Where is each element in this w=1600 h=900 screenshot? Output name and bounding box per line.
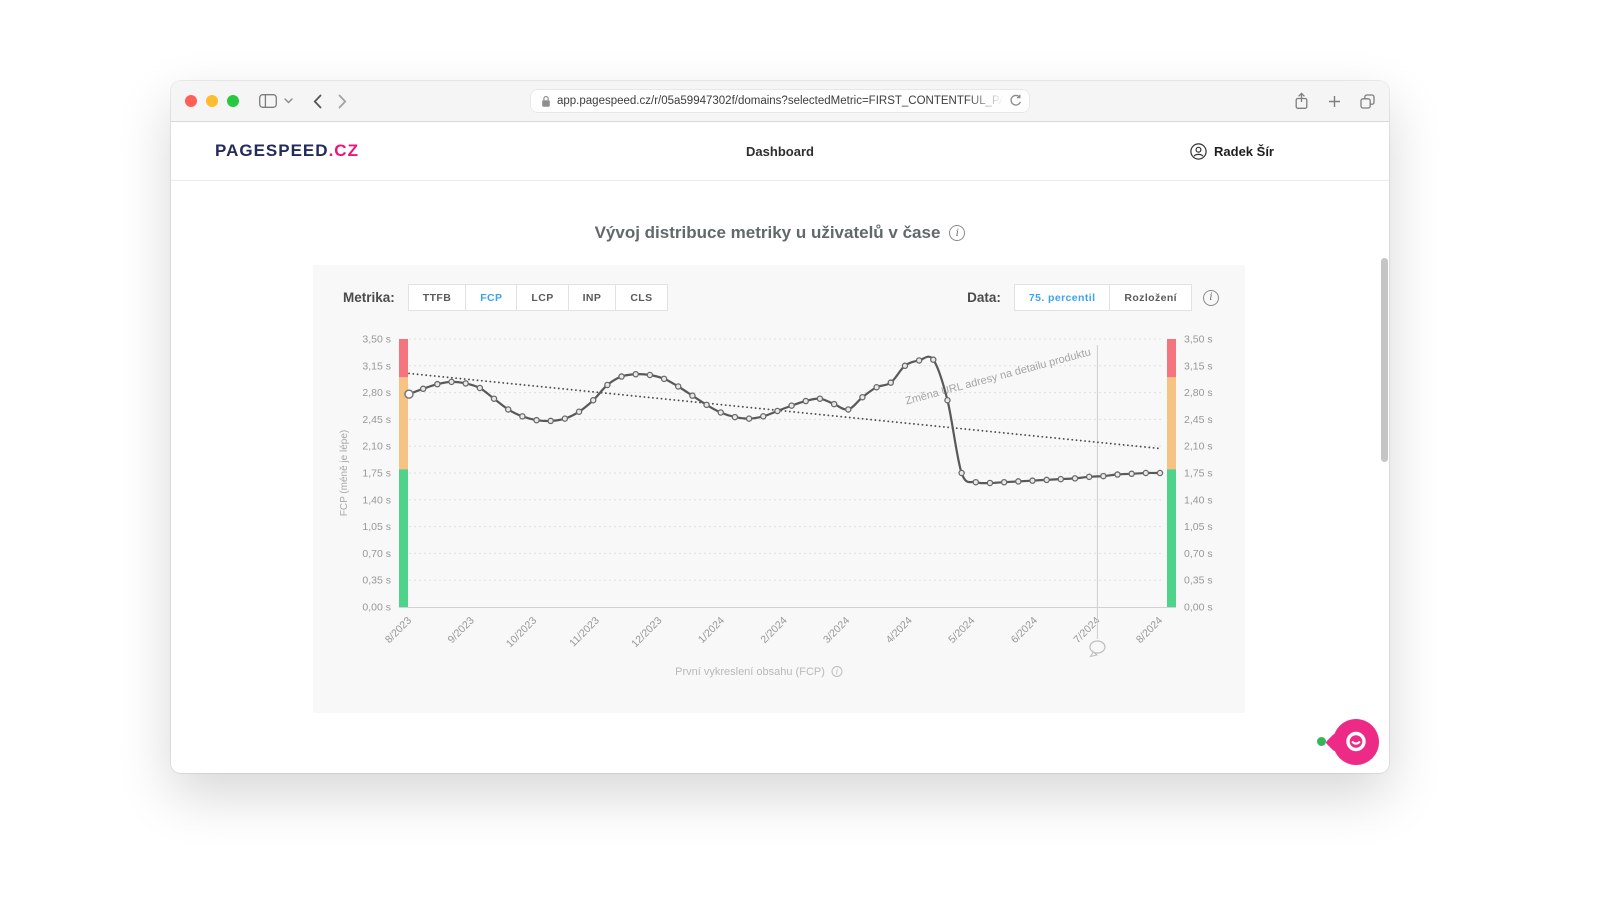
user-icon xyxy=(1190,142,1207,160)
svg-text:1,40 s: 1,40 s xyxy=(362,494,391,506)
svg-text:3,15 s: 3,15 s xyxy=(1184,360,1213,372)
user-menu[interactable]: Radek Šír xyxy=(1190,142,1274,160)
data-switcher: 75. percentil Rozložení xyxy=(1013,284,1192,311)
svg-text:1,05 s: 1,05 s xyxy=(362,521,391,533)
svg-text:První vykreslení obsahu (FCP): První vykreslení obsahu (FCP) xyxy=(675,666,825,678)
chat-smiley-icon xyxy=(1346,731,1366,752)
svg-text:2,80 s: 2,80 s xyxy=(1184,387,1213,399)
logo-text-primary: PAGESPEED xyxy=(215,141,329,160)
svg-text:1,75 s: 1,75 s xyxy=(1184,468,1213,480)
svg-text:2,10 s: 2,10 s xyxy=(1184,441,1213,453)
svg-text:3,50 s: 3,50 s xyxy=(1184,334,1213,346)
back-button[interactable] xyxy=(313,94,322,109)
svg-text:4/2024: 4/2024 xyxy=(884,615,915,646)
svg-text:8/2023: 8/2023 xyxy=(383,615,414,646)
chat-bubble-icon xyxy=(1333,719,1379,765)
share-icon xyxy=(1295,92,1308,109)
metric-tab-ttfb[interactable]: TTFB xyxy=(407,284,467,311)
chat-widget-button[interactable] xyxy=(1317,719,1379,765)
svg-text:2,45 s: 2,45 s xyxy=(362,414,391,426)
metric-tab-fcp[interactable]: FCP xyxy=(465,284,518,311)
svg-text:5/2024: 5/2024 xyxy=(946,615,977,646)
online-status-dot xyxy=(1317,737,1326,746)
svg-text:0,70 s: 0,70 s xyxy=(362,548,391,560)
svg-text:12/2023: 12/2023 xyxy=(629,615,664,650)
scrollbar[interactable] xyxy=(1381,258,1388,462)
page-title: Vývoj distribuce metriky u uživatelů v č… xyxy=(171,223,1389,243)
data-tab-rozlozeni[interactable]: Rozložení xyxy=(1109,284,1192,311)
svg-text:0,35 s: 0,35 s xyxy=(362,575,391,587)
metric-switcher: TTFB FCP LCP INP CLS xyxy=(407,284,668,311)
page-content: Vývoj distribuce metriky u uživatelů v č… xyxy=(171,181,1389,772)
new-tab-button[interactable] xyxy=(1328,95,1341,108)
svg-text:1,40 s: 1,40 s xyxy=(1184,494,1213,506)
forward-icon xyxy=(338,94,347,108)
metric-tab-lcp[interactable]: LCP xyxy=(516,284,569,311)
chart-panel: Metrika: TTFB FCP LCP INP CLS Data: 75. … xyxy=(313,265,1245,713)
svg-text:6/2024: 6/2024 xyxy=(1009,615,1040,646)
metric-tab-inp[interactable]: INP xyxy=(567,284,617,311)
svg-text:FCP (méně je lépe): FCP (méně je lépe) xyxy=(339,430,350,517)
svg-text:2,80 s: 2,80 s xyxy=(362,387,391,399)
svg-text:3,50 s: 3,50 s xyxy=(362,334,391,346)
svg-text:10/2023: 10/2023 xyxy=(504,615,539,650)
site-header: PAGESPEED.CZ Dashboard Radek Šír xyxy=(171,122,1389,181)
metric-tab-cls[interactable]: CLS xyxy=(615,284,668,311)
svg-text:11/2023: 11/2023 xyxy=(567,615,602,650)
app-logo[interactable]: PAGESPEED.CZ xyxy=(215,141,359,161)
plus-icon xyxy=(1329,95,1340,107)
sidebar-toggle-button[interactable] xyxy=(259,94,277,108)
data-info-icon[interactable]: i xyxy=(1203,289,1219,306)
svg-text:3,15 s: 3,15 s xyxy=(362,360,391,372)
tabs-icon xyxy=(1360,93,1375,109)
lock-icon xyxy=(542,95,550,107)
nav-dashboard[interactable]: Dashboard xyxy=(746,143,814,159)
minimize-window-button[interactable] xyxy=(206,95,218,107)
forward-button[interactable] xyxy=(338,94,347,109)
svg-text:0,00 s: 0,00 s xyxy=(1184,602,1213,614)
browser-toolbar: app.pagespeed.cz/r/05a59947302f/domains?… xyxy=(171,81,1389,122)
data-label: Data: xyxy=(967,290,1001,305)
svg-text:2,10 s: 2,10 s xyxy=(362,441,391,453)
svg-text:2,45 s: 2,45 s xyxy=(1184,414,1213,426)
page-title-text: Vývoj distribuce metriky u uživatelů v č… xyxy=(594,223,941,242)
svg-text:2/2024: 2/2024 xyxy=(758,615,789,646)
svg-text:1,75 s: 1,75 s xyxy=(362,468,391,480)
metric-label: Metrika: xyxy=(343,290,395,305)
svg-text:0,70 s: 0,70 s xyxy=(1184,548,1213,560)
svg-text:0,35 s: 0,35 s xyxy=(1184,575,1213,587)
logo-text-suffix: .CZ xyxy=(328,141,359,160)
svg-text:1/2024: 1/2024 xyxy=(696,615,727,646)
back-icon xyxy=(313,94,322,108)
close-window-button[interactable] xyxy=(185,95,197,107)
zoom-window-button[interactable] xyxy=(227,95,239,107)
sidebar-icon xyxy=(259,94,277,108)
share-button[interactable] xyxy=(1294,92,1309,110)
url-text: app.pagespeed.cz/r/05a59947302f/domains?… xyxy=(557,95,1003,107)
svg-text:Změna URL adresy na detailu pr: Změna URL adresy na detailu produktu xyxy=(904,346,1092,407)
svg-text:9/2023: 9/2023 xyxy=(446,615,477,646)
reload-icon[interactable] xyxy=(1009,94,1022,108)
metric-timeseries-chart: 0,00 s 0,00 s 0,35 s 0,35 s 0,70 s 0,70 s 1,05… xyxy=(339,334,1213,679)
svg-text:1,05 s: 1,05 s xyxy=(1184,521,1213,533)
browser-window: app.pagespeed.cz/r/05a59947302f/domains?… xyxy=(171,81,1389,773)
svg-text:0,00 s: 0,00 s xyxy=(362,602,391,614)
user-name: Radek Šír xyxy=(1214,143,1274,159)
svg-text:8/2024: 8/2024 xyxy=(1134,615,1165,646)
tabs-overview-button[interactable] xyxy=(1360,93,1375,109)
title-info-icon[interactable]: i xyxy=(949,225,966,241)
chart-controls: Metrika: TTFB FCP LCP INP CLS Data: 75. … xyxy=(343,284,1219,311)
tab-group-chevron-button[interactable] xyxy=(284,98,293,104)
svg-text:3/2024: 3/2024 xyxy=(821,615,852,646)
address-bar[interactable]: app.pagespeed.cz/r/05a59947302f/domains?… xyxy=(531,90,1029,112)
data-tab-percentil[interactable]: 75. percentil xyxy=(1013,284,1111,311)
window-controls xyxy=(185,95,239,107)
chevron-down-icon xyxy=(284,98,293,104)
svg-text:i: i xyxy=(836,668,839,677)
